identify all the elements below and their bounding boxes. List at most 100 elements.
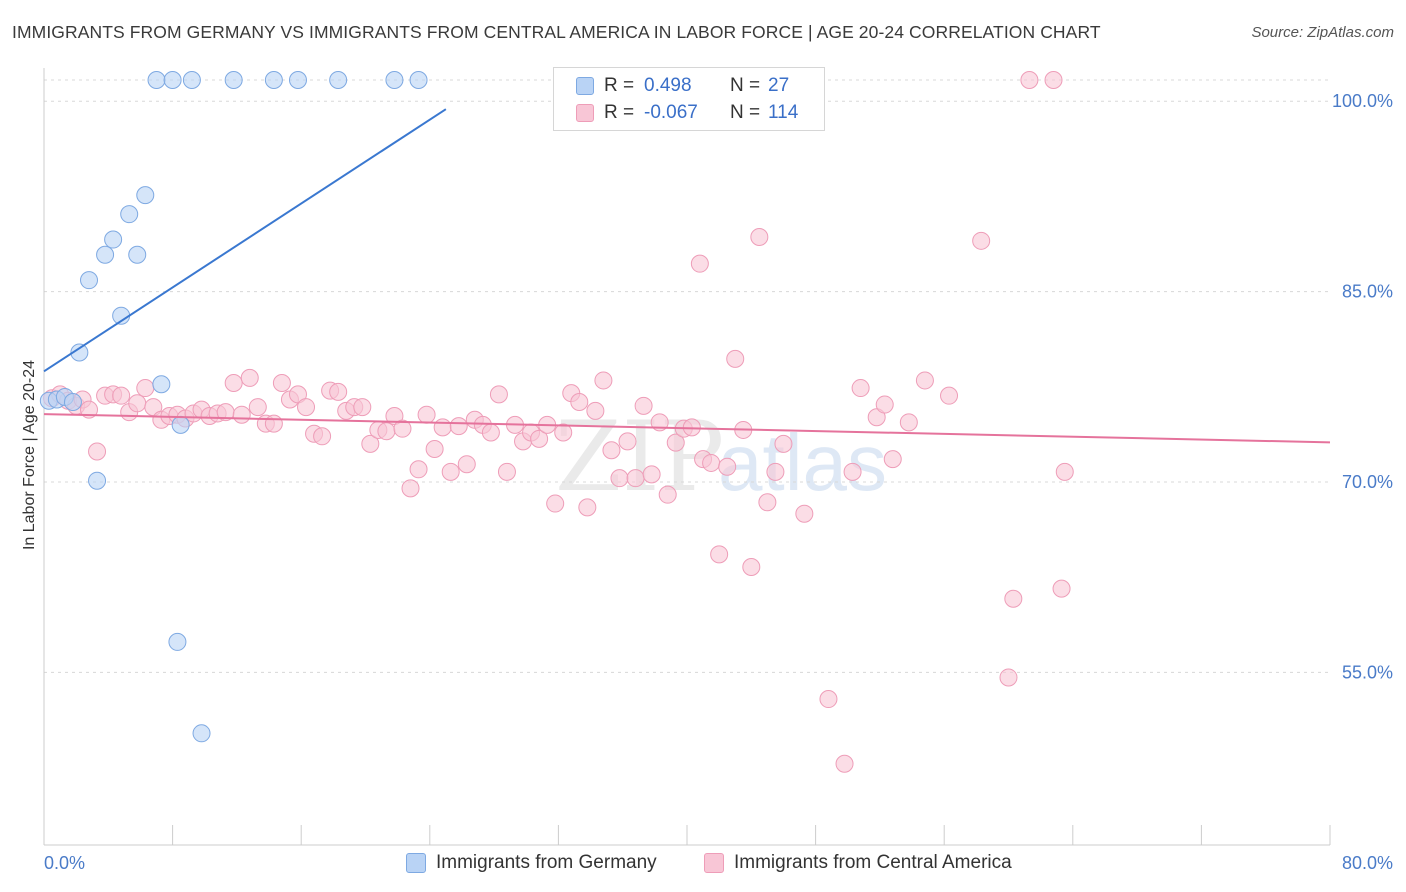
central-america-point <box>690 254 709 273</box>
y-tick-label: 70.0% <box>1342 472 1393 492</box>
germany-point <box>385 71 404 89</box>
germany-point <box>120 205 139 224</box>
y-tick-label: 100.0% <box>1332 91 1393 111</box>
central-america-point <box>401 479 420 498</box>
central-america-point <box>972 231 991 250</box>
legend-r-label: R = <box>604 102 635 123</box>
central-america-trend-line <box>43 413 1331 444</box>
germany-point <box>182 71 201 89</box>
central-america-point <box>393 419 412 438</box>
central-america-point <box>353 398 372 417</box>
series-legend-central-america[interactable]: Immigrants from Central America <box>704 852 1012 874</box>
x-tick-label-min: 0.0% <box>44 853 85 873</box>
central-america-point <box>899 413 918 432</box>
central-america-point <box>546 494 565 513</box>
germany-point <box>224 71 243 89</box>
central-america-point <box>626 469 645 488</box>
germany-point <box>192 724 211 743</box>
central-america-point <box>449 417 468 436</box>
legend-r-label: R = <box>604 75 635 96</box>
central-america-point <box>425 439 444 458</box>
central-america-point <box>915 371 934 390</box>
central-america-point <box>658 485 677 504</box>
central-america-point <box>80 400 99 419</box>
central-america-point <box>758 493 777 512</box>
central-america-point <box>710 545 729 564</box>
central-america-point <box>136 379 155 398</box>
germany-point <box>88 471 107 490</box>
germany-point <box>128 245 147 264</box>
central-america-point <box>497 462 516 481</box>
central-america-point <box>313 427 332 446</box>
x-tick-label-max: 80.0% <box>1342 853 1393 873</box>
central-america-point <box>417 405 436 424</box>
central-america-point <box>530 429 549 448</box>
central-america-point <box>634 396 653 415</box>
central-america-point <box>586 401 605 420</box>
central-america-point <box>288 385 307 404</box>
central-america-point <box>642 465 661 484</box>
legend-r-value: 0.498 <box>644 75 692 96</box>
central-america-point <box>88 442 107 461</box>
series-legend: Immigrants from Germany Immigrants from … <box>0 852 1406 878</box>
central-america-point <box>578 498 597 517</box>
central-america-point <box>329 382 348 401</box>
germany-point <box>171 415 190 434</box>
central-america-point <box>835 754 854 773</box>
central-america-point <box>570 393 589 412</box>
central-america-point <box>248 398 267 417</box>
central-america-point <box>618 432 637 451</box>
germany-point <box>329 71 348 89</box>
central-america-point <box>489 385 508 404</box>
trend-lines <box>43 108 1331 444</box>
central-america-point <box>554 423 573 442</box>
central-america-point <box>224 373 243 392</box>
central-america-point <box>718 457 737 476</box>
central-america-point <box>851 379 870 398</box>
central-america-point <box>1020 71 1039 89</box>
germany-point <box>63 393 82 412</box>
series-label-central-america: Immigrants from Central America <box>734 852 1012 873</box>
y-tick-label: 55.0% <box>1342 662 1393 682</box>
central-america-point <box>112 386 131 405</box>
germany-point <box>70 343 89 362</box>
germany-point <box>96 245 115 264</box>
legend-n-value: 27 <box>768 75 790 96</box>
legend-row-central-america: R = -0.067 N = 114 <box>576 101 798 125</box>
central-america-point <box>766 462 785 481</box>
central-america-point <box>666 433 685 452</box>
central-america-point <box>433 418 452 437</box>
central-america-point <box>361 434 380 453</box>
germany-point <box>152 375 171 394</box>
central-america-point <box>795 504 814 523</box>
central-america-point <box>272 373 291 392</box>
series-swatch-germany <box>406 853 426 873</box>
legend-n-label: N = <box>730 102 761 123</box>
germany-point <box>288 71 307 89</box>
central-america-point <box>610 469 629 488</box>
central-america-point <box>1004 589 1023 608</box>
legend-swatch-central-america <box>576 104 594 122</box>
legend-swatch-germany <box>576 77 594 95</box>
series-label-germany: Immigrants from Germany <box>436 852 657 873</box>
central-america-point <box>128 394 147 413</box>
central-america-point <box>750 228 769 247</box>
y-tick-label: 85.0% <box>1342 282 1393 302</box>
central-america-point <box>240 368 259 387</box>
central-america-point <box>940 386 959 405</box>
central-america-point <box>819 690 838 709</box>
central-america-point <box>441 462 460 481</box>
legend-n-value: 114 <box>768 102 799 123</box>
central-america-point <box>232 405 251 424</box>
central-america-point <box>594 371 613 390</box>
germany-point <box>104 230 123 249</box>
series-legend-germany[interactable]: Immigrants from Germany <box>406 852 657 874</box>
central-america-point <box>377 422 396 441</box>
series-swatch-central-america <box>704 853 724 873</box>
central-america-point <box>297 398 316 417</box>
legend-r-value: -0.067 <box>644 102 698 123</box>
germany-trend-line <box>43 108 447 373</box>
central-america-point <box>264 414 283 433</box>
central-america-point <box>843 462 862 481</box>
germany-point <box>147 71 166 89</box>
